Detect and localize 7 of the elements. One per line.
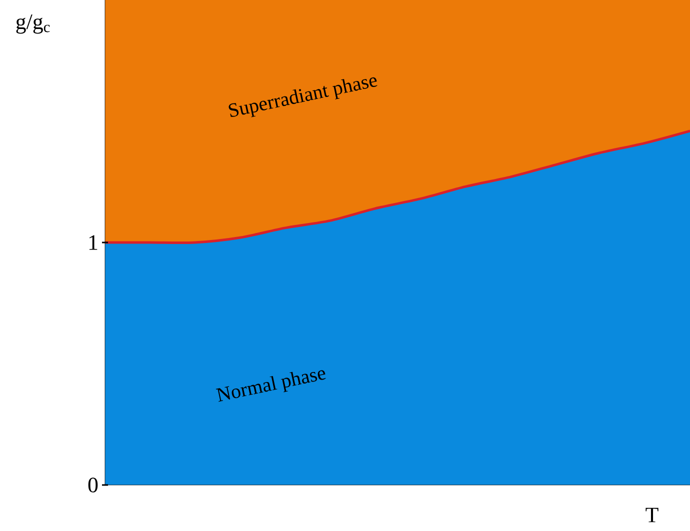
y-axis-title: g/g$_{c}$ <box>16 14 50 34</box>
y-tick-label: 0 <box>88 478 98 492</box>
x-axis-title: T <box>646 508 658 522</box>
series-label: Normal phase <box>216 370 326 402</box>
line-series <box>105 130 690 244</box>
y-tick-label: 1 <box>89 235 98 250</box>
band-label: Superradiant phase <box>228 77 378 118</box>
